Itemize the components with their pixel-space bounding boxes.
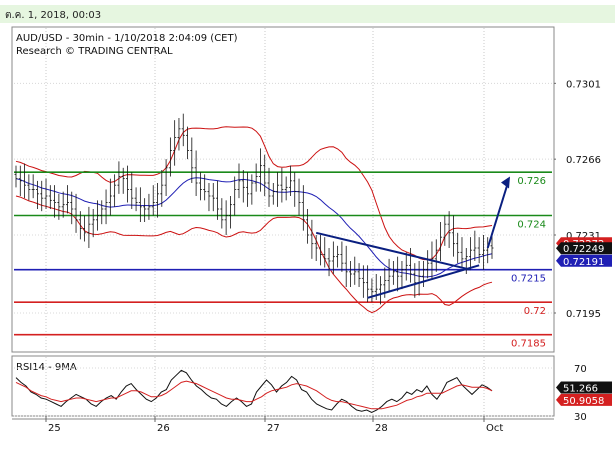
forecast-arrow-shaft xyxy=(486,182,509,249)
rsi-tag-box xyxy=(556,381,612,394)
price-tag-box xyxy=(556,254,612,267)
trend-line-upper xyxy=(315,231,471,271)
bollinger-lower-line xyxy=(15,195,493,314)
level-label: 0.724 xyxy=(517,220,546,231)
price-tag-box xyxy=(556,242,612,255)
moving-average-line xyxy=(15,177,493,278)
x-tick-label: 26 xyxy=(157,423,170,434)
rsi-tag-label: 50.9058 xyxy=(563,396,604,407)
y-tick-label: 0.7231 xyxy=(566,231,601,242)
rsi-ma-line xyxy=(15,380,493,410)
rsi-line xyxy=(15,369,493,413)
rsi-grid xyxy=(45,357,485,415)
rsi-tick-label: 70 xyxy=(574,364,587,375)
y-tick-label: 0.7195 xyxy=(566,309,601,320)
level-label: 0.726 xyxy=(517,176,546,187)
price-axis: 0.7301 0.7266 0.7231 0.7195 xyxy=(554,79,601,320)
y-tick-label: 0.7301 xyxy=(566,79,601,90)
rsi-title: RSI14 - 9MA xyxy=(16,362,77,373)
level-lines: 0.726 0.724 0.7215 0.72 0.7185 xyxy=(14,171,552,350)
rsi-tag-label: 51.266 xyxy=(563,383,598,394)
x-tick-label: 25 xyxy=(48,423,61,434)
candles xyxy=(14,113,494,305)
rsi-tag-box xyxy=(556,393,612,406)
rsi-lines xyxy=(15,369,493,413)
x-tick-label: 27 xyxy=(267,423,280,434)
level-label: 0.7185 xyxy=(511,339,546,350)
rsi-panel xyxy=(11,355,555,417)
price-tag-label: 0.72191 xyxy=(563,257,604,268)
level-label: 0.7215 xyxy=(511,274,546,285)
level-label: 0.72 xyxy=(524,306,546,317)
rsi-axis: 70 30 xyxy=(14,364,587,423)
y-tick-label: 0.7266 xyxy=(566,155,601,166)
chart-subtitle: Research © TRADING CENTRAL xyxy=(16,46,173,57)
time-axis: 25 26 27 28 Oct xyxy=(12,416,554,434)
price-tag-label: 0.72249 xyxy=(563,244,604,255)
rsi-tags: 51.266 50.9058 xyxy=(556,381,612,407)
trend-lines xyxy=(315,176,510,299)
x-tick-label: 28 xyxy=(375,423,388,434)
chart-title: AUD/USD - 30min - 1/10/2018 2:04:09 (CET… xyxy=(16,33,238,44)
rsi-tick-label: 30 xyxy=(574,412,587,423)
forecast-arrow-head xyxy=(501,176,510,189)
x-tick-label: Oct xyxy=(486,423,503,434)
moving-average xyxy=(15,177,493,278)
timestamp-label: ต.ค. 1, 2018, 00:03 xyxy=(5,10,101,21)
trend-line-lower xyxy=(367,264,480,299)
